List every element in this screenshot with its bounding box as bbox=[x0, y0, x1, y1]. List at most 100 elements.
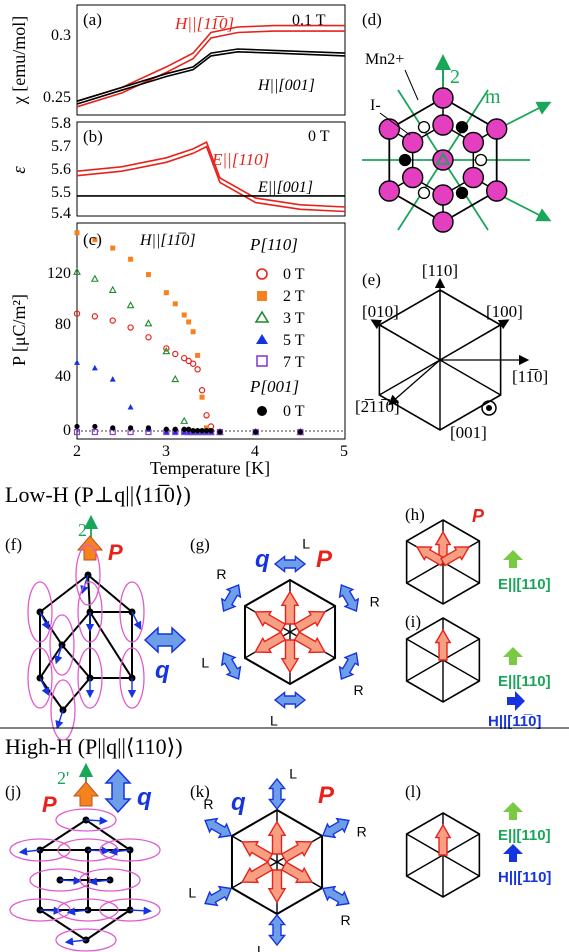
panel-g: (g) L R R L L R q P bbox=[190, 535, 380, 729]
panel-f-orbit-3 bbox=[49, 614, 75, 676]
panel-f-orbit-0 bbox=[75, 544, 101, 606]
chart-c-point-s5-4 bbox=[145, 425, 152, 431]
chart-c-point-s5-11 bbox=[199, 428, 205, 434]
panel-j-label: (j) bbox=[5, 782, 21, 801]
chart-b-ytick-0: 5.8 bbox=[51, 115, 71, 132]
panel-d-two-label: 2 bbox=[450, 66, 460, 88]
chart-a-line-1-0 bbox=[76, 48, 346, 102]
panel-f-spin-4 bbox=[39, 677, 50, 697]
panel-g-label: (g) bbox=[190, 535, 210, 554]
hexK-handedness-5: R bbox=[203, 796, 213, 812]
panel-g-q: q bbox=[255, 546, 270, 573]
panel-f-lattice bbox=[27, 544, 145, 741]
chart-c-point-s1-11 bbox=[199, 394, 205, 400]
hexK-handedness-2: R bbox=[341, 912, 351, 928]
panel-f-bond-10 bbox=[89, 611, 133, 679]
hexG-q-arrow-1 bbox=[338, 584, 360, 612]
panel-i-e-arrow-icon bbox=[503, 647, 523, 665]
panel-f-bond-3 bbox=[61, 611, 91, 646]
panel-f-bond-11 bbox=[87, 574, 133, 613]
panel-d-m-label: m bbox=[485, 86, 501, 108]
chart-c-point-s2-3 bbox=[126, 301, 135, 309]
chart-b-ytick-3: 5.5 bbox=[51, 184, 71, 201]
hexG-p-arrow-2 bbox=[293, 631, 326, 654]
panel-e-dir-110: [110] bbox=[422, 261, 458, 280]
hexK-q-arrow-0 bbox=[267, 777, 287, 811]
panel-j-spin-7 bbox=[66, 907, 89, 916]
chart-b-ytick-2: 5.6 bbox=[51, 161, 71, 178]
panel-j-bond-0 bbox=[39, 819, 87, 851]
panel-e-arrow-100 bbox=[439, 319, 510, 361]
chart-c-point-s3-1 bbox=[91, 364, 98, 371]
chart-a-frame bbox=[76, 4, 346, 116]
panel-i: (i) E||[110] H||[11̅0] bbox=[405, 612, 551, 730]
legend-entry-5t: 5 T bbox=[283, 332, 305, 349]
panel-l-e-arrow-icon bbox=[503, 802, 523, 820]
hexG-p-arrow-0 bbox=[280, 590, 300, 625]
panel-j-q: q bbox=[137, 784, 152, 811]
panel-j-orbit-2 bbox=[57, 838, 119, 862]
panel-h-hexagon bbox=[405, 519, 481, 605]
chart-c-hdir: H||[11̅0] bbox=[139, 232, 196, 249]
panel-h-e-arrow-icon bbox=[503, 550, 523, 568]
chart-a-series bbox=[76, 24, 346, 108]
section-low-h-title: Low-H (P⊥q||⟨11̅0⟩) bbox=[5, 482, 191, 508]
chart-c-series bbox=[73, 230, 305, 436]
panel-e-dir-2-1-0: [2̅11̅0] bbox=[355, 397, 400, 416]
chart-c-xlabel: Temperature [K] bbox=[150, 458, 270, 478]
panel-d-iodine-1 bbox=[474, 153, 488, 167]
chart-c-point-s1-0 bbox=[74, 230, 80, 236]
hexG-q-arrow-0 bbox=[273, 554, 307, 574]
chart-c-xtick-3: 5 bbox=[340, 443, 348, 460]
panel-h-e: E||[110] bbox=[498, 576, 551, 593]
legend-entry-2t: 2 T bbox=[283, 288, 305, 305]
panel-d-mn-atom-0 bbox=[432, 87, 454, 109]
chart-b-series-axis: E||[001] bbox=[257, 179, 313, 196]
panel-e-dir-001: [001] bbox=[450, 423, 487, 442]
chart-b-series bbox=[76, 140, 346, 213]
hexG-handedness-1: R bbox=[370, 594, 380, 610]
hexG-q-arrow-2 bbox=[338, 652, 360, 680]
panel-d-mn-inner-5 bbox=[401, 131, 424, 154]
panel-d: (d) Mn2+ I- 2 m bbox=[362, 10, 552, 233]
hexG-handedness-3: L bbox=[270, 713, 278, 729]
chart-c-point-s4-0 bbox=[73, 428, 81, 436]
panel-f: (f) 2 P q bbox=[5, 514, 187, 741]
panel-k: (k) L R R L L R q P bbox=[188, 766, 366, 952]
chart-c-point-s5-6 bbox=[172, 426, 178, 432]
hexK-handedness-4: L bbox=[188, 884, 196, 900]
panel-d-mn-atom-5 bbox=[378, 118, 401, 140]
chart-b-line-0-0 bbox=[76, 140, 346, 208]
legend-entry-0t: 0 T bbox=[283, 266, 305, 283]
chart-c-ytick-0: 120 bbox=[47, 265, 71, 282]
chart-c-point-s5-7 bbox=[181, 426, 187, 432]
panel-i-h: H||[11̅0] bbox=[488, 713, 541, 730]
chart-a-ytick-0: 0.3 bbox=[51, 27, 71, 44]
panel-j-spin-8 bbox=[129, 906, 152, 915]
chart-c-point-s5-9 bbox=[190, 428, 196, 434]
hexK-p-arrow-0 bbox=[267, 820, 287, 855]
panel-j-orbit-0 bbox=[55, 808, 117, 832]
chart-c-point-s5-3 bbox=[128, 425, 134, 431]
legend-marker-7t bbox=[256, 355, 268, 367]
panel-i-label: (i) bbox=[405, 612, 421, 631]
panel-j-orbit-9 bbox=[55, 928, 117, 952]
panel-f-spin-0 bbox=[80, 574, 89, 595]
panel-k-label: (k) bbox=[190, 782, 210, 801]
panel-f-spin-1 bbox=[39, 611, 50, 631]
panel-k-q: q bbox=[231, 789, 246, 816]
panel-l-p-arrow bbox=[434, 823, 452, 856]
chart-c-point-s3-0 bbox=[74, 359, 80, 365]
chart-c-label: (c) bbox=[83, 230, 102, 249]
panel-f-bond-0 bbox=[39, 574, 89, 613]
chart-c-ytick-3: 0 bbox=[63, 422, 71, 439]
panel-h-label: (h) bbox=[405, 505, 425, 524]
panel-e-out-of-plane-dot bbox=[486, 405, 492, 411]
chart-c-point-s1-5 bbox=[163, 290, 169, 296]
panel-j-orbit-8 bbox=[99, 898, 161, 922]
panel-j-spin-5 bbox=[88, 877, 111, 886]
hexK-handedness-1: R bbox=[357, 824, 367, 840]
legend-marker-5t bbox=[256, 334, 268, 344]
panel-d-mn-atom-2 bbox=[485, 180, 508, 202]
hexK-q-arrow-2 bbox=[321, 885, 350, 907]
